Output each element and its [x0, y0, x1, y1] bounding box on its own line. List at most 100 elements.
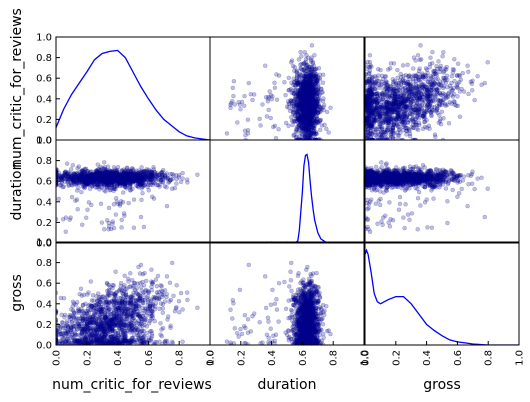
- scatter-point: [298, 114, 303, 119]
- scatter-point: [307, 133, 313, 138]
- scatter-point: [398, 100, 404, 106]
- scatter-point: [303, 102, 309, 108]
- scatter-point: [372, 119, 377, 124]
- scatter-point: [378, 136, 383, 140]
- scatter-point: [302, 133, 308, 139]
- scatter-point: [416, 127, 421, 133]
- scatter-point: [306, 94, 311, 99]
- scatter-point: [400, 77, 406, 82]
- scatter-point: [435, 66, 440, 72]
- scatter-point: [305, 85, 310, 90]
- scatter-point: [296, 125, 302, 131]
- scatter-point: [310, 92, 316, 98]
- scatter-point: [315, 97, 320, 102]
- scatter-point: [307, 86, 312, 92]
- scatter-point: [310, 95, 316, 100]
- scatter-point: [369, 90, 374, 96]
- scatter-point: [164, 203, 170, 209]
- scatter-point: [427, 95, 432, 100]
- scatter-point: [299, 104, 305, 109]
- scatter-point: [310, 109, 315, 115]
- scatter-point: [429, 91, 434, 96]
- scatter-point: [302, 112, 307, 118]
- scatter-point: [312, 116, 317, 121]
- scatter-point: [299, 90, 304, 95]
- scatter-point: [304, 97, 309, 102]
- scatter-point: [391, 101, 397, 107]
- scatter-point: [266, 96, 271, 101]
- scatter-point: [385, 118, 390, 123]
- scatter-point: [290, 103, 295, 109]
- scatter-point: [297, 91, 303, 97]
- scatter-point: [315, 120, 320, 125]
- scatter-point: [433, 86, 438, 91]
- scatter-point: [305, 104, 310, 109]
- scatter-point: [306, 81, 311, 87]
- scatter-point: [304, 96, 309, 101]
- scatter-point: [294, 90, 299, 96]
- scatter-point: [370, 83, 375, 89]
- scatter-point: [379, 126, 385, 132]
- scatter-point: [303, 78, 309, 83]
- scatter-point: [311, 67, 317, 72]
- y-tick-label: 0.0: [36, 136, 52, 147]
- scatter-point: [291, 90, 296, 96]
- scatter-point: [238, 107, 243, 112]
- scatter-point: [312, 106, 317, 112]
- scatter-point: [369, 88, 374, 93]
- scatter-point: [313, 73, 319, 79]
- scatter-point: [309, 55, 314, 60]
- scatter-point: [300, 85, 305, 91]
- scatter-point: [310, 128, 315, 133]
- scatter-point: [411, 89, 416, 95]
- scatter-point: [470, 181, 475, 187]
- scatter-point: [64, 161, 70, 166]
- scatter-point: [174, 176, 179, 182]
- scatter-point: [304, 117, 310, 123]
- scatter-point: [428, 55, 433, 60]
- scatter-point: [307, 114, 313, 119]
- scatter-point: [306, 94, 311, 100]
- scatter-point: [437, 103, 442, 108]
- scatter-point: [298, 87, 303, 93]
- scatter-point: [307, 74, 313, 80]
- scatter-point: [437, 98, 442, 103]
- scatter-point: [459, 186, 464, 192]
- scatter-point: [308, 119, 313, 125]
- scatter-point: [304, 112, 309, 118]
- scatter-point: [307, 81, 312, 86]
- y-tick-label: 0.6: [36, 177, 52, 188]
- scatter-point: [365, 96, 368, 102]
- y-tick-label: 1.0: [36, 33, 52, 44]
- scatter-point: [384, 89, 390, 95]
- scatter-point: [306, 91, 311, 96]
- scatter-point: [299, 101, 304, 106]
- scatter-point: [310, 76, 315, 81]
- scatter-point: [311, 131, 316, 137]
- scatter-point: [307, 98, 312, 103]
- scatter-point: [107, 188, 113, 193]
- scatter-point: [299, 94, 304, 100]
- scatter-point: [304, 114, 309, 119]
- scatter-point: [315, 110, 321, 115]
- scatter-point: [310, 101, 316, 106]
- scatter-point: [301, 96, 306, 102]
- scatter-point: [291, 118, 297, 123]
- scatter-point: [305, 111, 310, 116]
- scatter-point: [309, 97, 314, 103]
- scatter-point: [309, 132, 314, 137]
- scatter-point: [294, 116, 299, 121]
- scatter-point: [374, 98, 380, 103]
- scatter-point: [313, 81, 318, 86]
- scatter-point: [303, 100, 308, 105]
- scatter-point: [317, 98, 322, 103]
- scatter-point: [300, 90, 306, 95]
- scatter-point: [367, 123, 372, 129]
- scatter-point: [452, 78, 457, 84]
- scatter-point: [305, 66, 310, 71]
- scatter-point: [365, 99, 369, 104]
- scatter-point: [306, 121, 311, 126]
- scatter-point: [302, 113, 307, 118]
- scatter-point: [304, 62, 310, 68]
- scatter-point: [111, 171, 117, 177]
